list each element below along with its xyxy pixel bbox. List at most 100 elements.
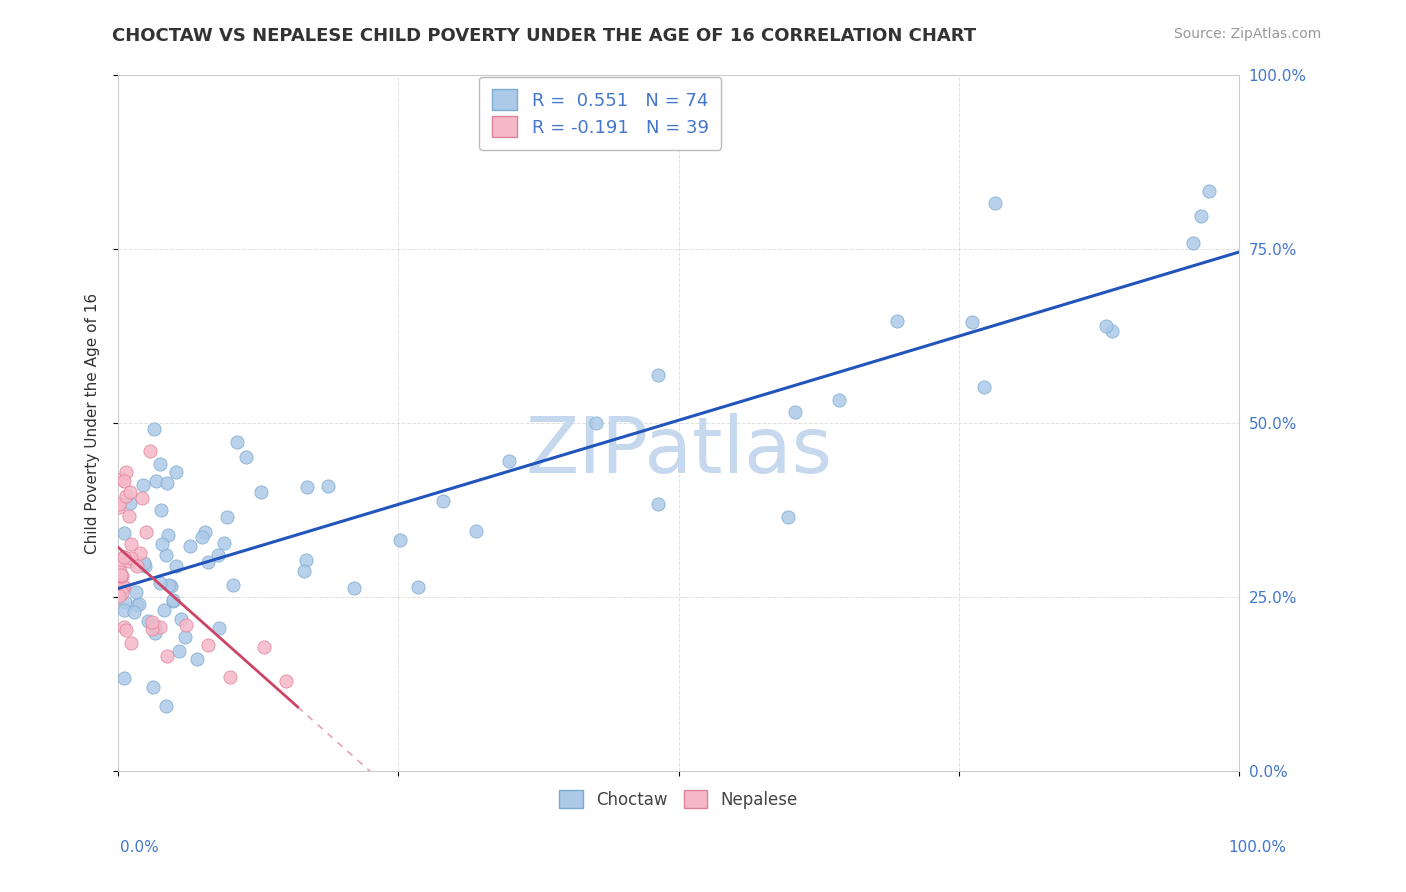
Point <box>197 555 219 569</box>
Point <box>111 586 134 600</box>
Point <box>155 548 177 562</box>
Point <box>139 443 162 458</box>
Point <box>110 567 132 582</box>
Point <box>157 578 180 592</box>
Point <box>155 475 177 490</box>
Point <box>115 623 138 637</box>
Point <box>118 496 141 510</box>
Point <box>118 509 141 524</box>
Point <box>108 500 131 514</box>
Legend: Choctaw, Nepalese: Choctaw, Nepalese <box>553 784 804 815</box>
Point <box>132 478 155 492</box>
Point <box>150 537 173 551</box>
Point <box>108 497 131 511</box>
Point <box>120 550 142 565</box>
Point <box>141 615 163 629</box>
Point <box>250 485 273 500</box>
Point <box>194 524 217 539</box>
Point <box>973 380 995 394</box>
Point <box>118 554 141 568</box>
Point <box>145 474 167 488</box>
Point <box>135 525 157 540</box>
Point <box>498 454 520 468</box>
Text: 0.0%: 0.0% <box>120 840 159 855</box>
Point <box>120 635 142 649</box>
Point <box>125 558 148 573</box>
Point <box>207 548 229 562</box>
Point <box>1181 236 1204 251</box>
Text: ZIPatlas: ZIPatlas <box>524 413 832 489</box>
Point <box>115 465 138 479</box>
Point <box>1101 324 1123 338</box>
Point <box>214 536 236 550</box>
Point <box>131 491 153 505</box>
Point <box>112 550 135 565</box>
Point <box>156 527 179 541</box>
Point <box>120 485 142 500</box>
Point <box>127 598 149 612</box>
Point <box>110 569 132 583</box>
Point <box>114 550 136 565</box>
Point <box>647 368 669 382</box>
Point <box>143 421 166 435</box>
Point <box>155 699 177 714</box>
Point <box>342 582 364 596</box>
Point <box>165 559 187 574</box>
Point <box>114 595 136 609</box>
Point <box>647 498 669 512</box>
Point <box>156 648 179 663</box>
Point <box>406 580 429 594</box>
Point <box>276 673 298 688</box>
Point <box>112 526 135 541</box>
Point <box>162 593 184 607</box>
Point <box>318 479 340 493</box>
Point <box>149 575 172 590</box>
Point <box>226 434 249 449</box>
Point <box>253 640 276 654</box>
Point <box>167 644 190 658</box>
Point <box>388 533 411 547</box>
Point <box>115 489 138 503</box>
Point <box>112 579 135 593</box>
Point <box>136 614 159 628</box>
Point <box>143 625 166 640</box>
Point <box>585 417 607 431</box>
Text: 100.0%: 100.0% <box>1229 840 1286 855</box>
Point <box>160 579 183 593</box>
Point <box>179 539 201 553</box>
Point <box>110 565 132 579</box>
Point <box>128 598 150 612</box>
Y-axis label: Child Poverty Under the Age of 16: Child Poverty Under the Age of 16 <box>86 293 100 554</box>
Point <box>150 503 173 517</box>
Point <box>111 472 134 486</box>
Point <box>112 671 135 685</box>
Point <box>149 620 172 634</box>
Point <box>141 680 163 694</box>
Point <box>295 552 318 566</box>
Point <box>110 557 132 571</box>
Point <box>112 620 135 634</box>
Point <box>208 621 231 635</box>
Point <box>295 480 318 494</box>
Point <box>132 556 155 570</box>
Point <box>432 494 454 508</box>
Point <box>141 622 163 636</box>
Point <box>1198 184 1220 198</box>
Point <box>128 546 150 560</box>
Point <box>111 568 134 582</box>
Point <box>292 564 315 578</box>
Point <box>143 618 166 632</box>
Point <box>962 316 984 330</box>
Point <box>120 536 142 550</box>
Point <box>122 606 145 620</box>
Point <box>983 195 1005 210</box>
Point <box>166 466 188 480</box>
Point <box>174 630 197 644</box>
Point <box>174 618 197 632</box>
Point <box>112 603 135 617</box>
Point <box>785 405 807 419</box>
Text: Source: ZipAtlas.com: Source: ZipAtlas.com <box>1174 27 1322 41</box>
Point <box>114 580 136 594</box>
Text: CHOCTAW VS NEPALESE CHILD POVERTY UNDER THE AGE OF 16 CORRELATION CHART: CHOCTAW VS NEPALESE CHILD POVERTY UNDER … <box>112 27 977 45</box>
Point <box>465 524 488 538</box>
